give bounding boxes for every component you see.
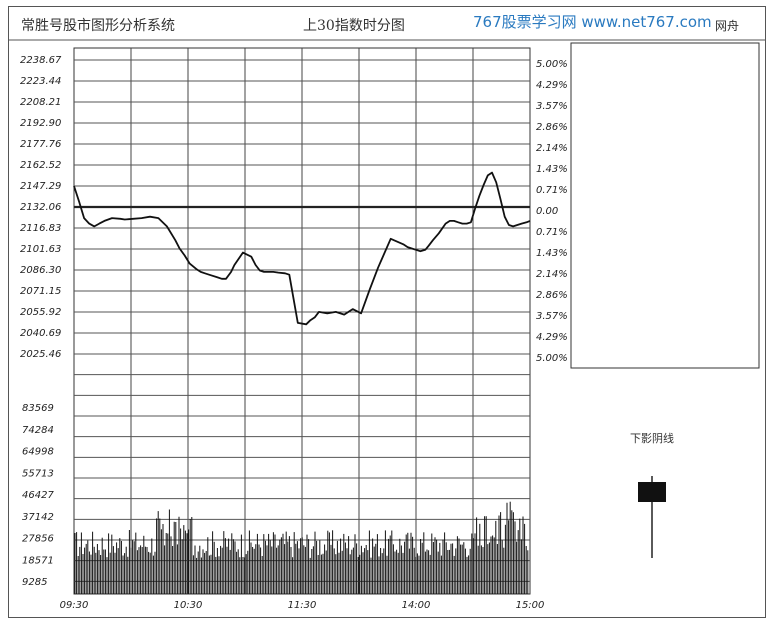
volume-tick-label: 55713 [22, 468, 54, 479]
pct-tick-label: 3.57% [536, 101, 568, 112]
title-bar: 常胜号股市图形分析系统 上30指数时分图 767股票学习网 www.net767… [9, 7, 765, 41]
time-tick-label: 09:30 [60, 600, 89, 611]
price-tick-label: 2223.44 [20, 76, 61, 87]
pct-tick-label: 1.43% [536, 248, 568, 259]
time-tick-label: 11:30 [288, 600, 317, 611]
candle-body [638, 482, 666, 502]
price-tick-label: 2101.63 [20, 244, 61, 255]
grid [73, 47, 531, 595]
side-annotation-label: 下影阴线 [630, 431, 674, 445]
pct-tick-label: 0.00 [536, 206, 558, 217]
pct-tick-label: 5.00% [536, 59, 568, 70]
volume-tick-label: 74284 [22, 425, 54, 436]
time-tick-label: 14:00 [402, 600, 431, 611]
pct-tick-label: 2.86% [536, 290, 568, 301]
price-tick-label: 2177.76 [20, 139, 61, 150]
price-tick-label: 2040.69 [20, 328, 61, 339]
pct-tick-label: 5.00% [536, 353, 568, 364]
volume-bars [74, 501, 529, 594]
pct-tick-label: 4.29% [536, 332, 568, 343]
volume-tick-label: 83569 [22, 403, 54, 414]
side-panel-box [570, 42, 760, 369]
pct-tick-label: 4.29% [536, 80, 568, 91]
volume-tick-label: 18571 [22, 555, 54, 566]
pct-tick-label: 2.14% [536, 143, 568, 154]
volume-tick-label: 27856 [22, 534, 54, 545]
volume-tick-label: 64998 [22, 447, 54, 458]
time-tick-label: 15:00 [516, 600, 545, 611]
price-tick-label: 2086.30 [20, 265, 61, 276]
price-tick-label: 2025.46 [20, 349, 61, 360]
index-title: 上30指数时分图 [303, 18, 405, 34]
price-tick-label: 2162.52 [20, 160, 61, 171]
price-line [73, 171, 531, 326]
volume-tick-label: 46427 [22, 490, 54, 501]
price-tick-label: 2132.06 [20, 202, 61, 213]
price-tick-label: 2071.15 [20, 286, 61, 297]
pct-tick-label: 1.43% [536, 164, 568, 175]
price-tick-label: 2147.29 [20, 181, 61, 192]
price-tick-label: 2116.83 [20, 223, 61, 234]
pct-tick-label: 0.71% [536, 185, 568, 196]
pct-tick-label: 2.86% [536, 122, 568, 133]
watermark-text: 767股票学习网 www.net767.com [473, 13, 712, 31]
pct-tick-label: 3.57% [536, 311, 568, 322]
volume-tick-label: 9285 [22, 577, 47, 588]
pct-tick-label: 2.14% [536, 269, 568, 280]
system-title: 常胜号股市图形分析系统 [21, 18, 175, 34]
time-tick-label: 10:30 [174, 600, 203, 611]
volume-tick-label: 37142 [22, 512, 54, 523]
pct-tick-label: 0.71% [536, 227, 568, 238]
price-tick-label: 2208.21 [20, 97, 61, 108]
axis-labels: 2238.67 2223.44 2208.21 2192.90 2177.76 2162.… [20, 55, 568, 611]
price-tick-label: 2192.90 [20, 118, 61, 129]
watermark-short: 网舟 [715, 19, 740, 33]
price-line-group [73, 171, 531, 326]
price-tick-label: 2055.92 [20, 307, 61, 318]
price-tick-label: 2238.67 [20, 55, 62, 66]
